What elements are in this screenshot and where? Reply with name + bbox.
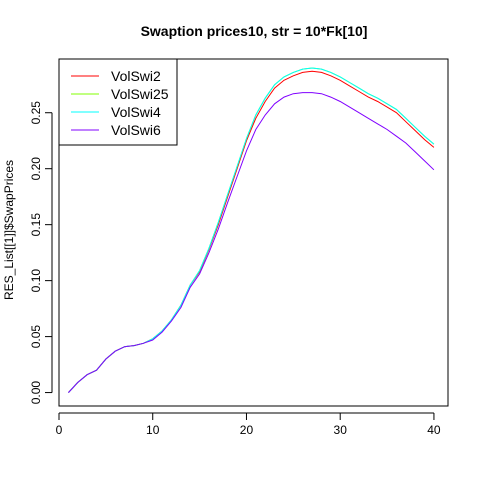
legend-box — [58, 58, 178, 146]
y-tick-label: 0.10 — [29, 269, 43, 293]
x-tick-label: 20 — [240, 423, 254, 437]
x-tick-label: 30 — [334, 423, 348, 437]
x-tick-label: 40 — [427, 423, 441, 437]
y-tick-label: 0.20 — [29, 157, 43, 181]
y-axis: 0.00 0.05 0.10 0.15 0.20 0.25 — [29, 101, 53, 405]
legend: VolSwi2 VolSwi25 VolSwi4 VolSwi6 — [58, 58, 178, 146]
x-tick-label: 0 — [56, 423, 63, 437]
y-tick-label: 0.15 — [29, 213, 43, 237]
y-axis-label: RES_List[[1]]$SwapPrices — [2, 160, 16, 300]
legend-label: VolSwi4 — [111, 104, 161, 120]
y-tick-label: 0.05 — [29, 325, 43, 349]
y-tick-label: 0.00 — [29, 381, 43, 405]
y-tick-label: 0.25 — [29, 101, 43, 125]
chart-title: Swaption prices10, str = 10*Fk[10] — [141, 23, 368, 39]
legend-label: VolSwi6 — [111, 122, 161, 138]
x-axis: 0 10 20 30 40 — [56, 412, 441, 437]
series-line-volswi6 — [68, 92, 435, 393]
plot-border — [58, 58, 449, 407]
x-tick-label: 10 — [146, 423, 160, 437]
series-layer — [68, 67, 435, 393]
legend-label: VolSwi2 — [111, 68, 161, 84]
legend-label: VolSwi25 — [111, 86, 169, 102]
